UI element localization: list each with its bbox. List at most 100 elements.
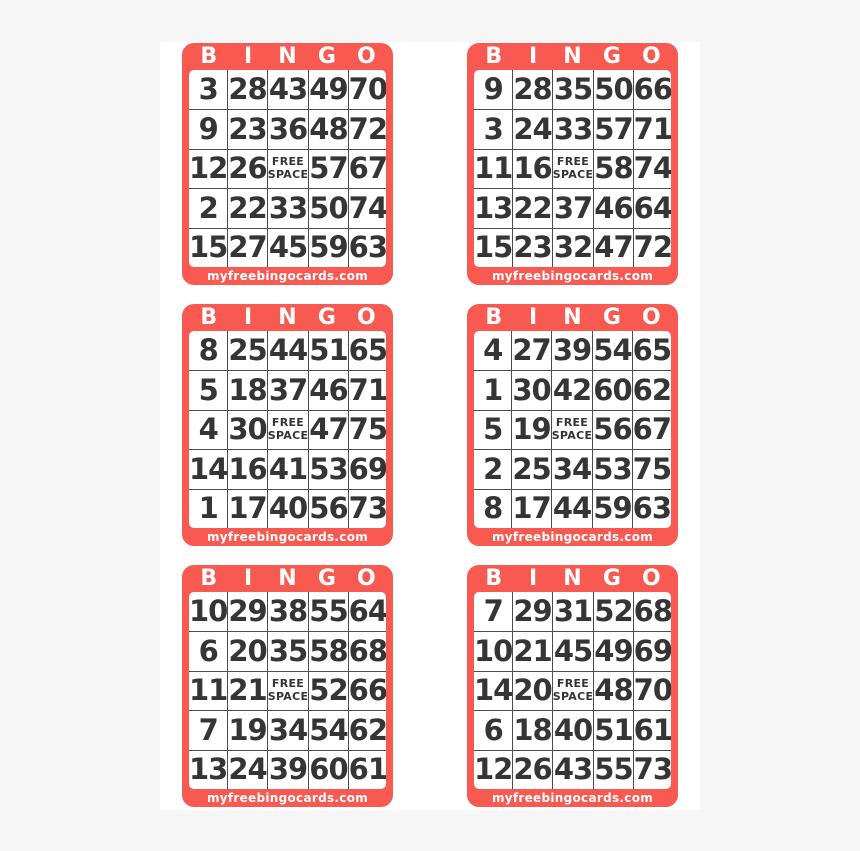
bingo-header-letter: G — [602, 566, 621, 591]
bingo-cell: 1 — [189, 488, 228, 528]
bingo-cell: 20 — [227, 631, 268, 671]
bingo-cell: 45 — [551, 631, 594, 671]
bingo-header-letter: O — [356, 44, 376, 69]
bingo-cell: 6 — [474, 710, 513, 749]
bingo-header-letter: G — [317, 566, 336, 591]
free-space-line1: FREE — [556, 155, 590, 169]
bingo-cell: 24 — [227, 749, 268, 789]
bingo-cell: 37 — [551, 188, 594, 228]
bingo-cell: 53 — [592, 449, 633, 489]
bingo-card: B I N G O 8 25 44 51 65 5 18 37 46 71 4 30 FREE SPACE 47 75 1… — [182, 304, 393, 546]
bingo-cell: 29 — [512, 592, 553, 632]
bingo-cell: 70 — [347, 70, 386, 110]
bingo-cell: 67 — [631, 409, 671, 450]
number-grid: 4 27 39 54 65 1 30 42 60 62 5 19 FREE SPACE 56 67 2 25 34 5… — [474, 331, 671, 528]
bingo-card: B I N G O 10 29 38 55 64 6 20 35 58 68 11 21 FREE SPACE 52 6… — [182, 565, 393, 807]
bingo-header-letter: N — [278, 305, 297, 330]
free-space-cell: FREE SPACE — [551, 148, 594, 189]
bingo-cell: 9 — [189, 109, 228, 148]
bingo-cell: 48 — [593, 670, 634, 711]
free-space-line2: SPACE — [267, 689, 309, 703]
bingo-cell: 8 — [474, 488, 512, 528]
bingo-cell: 60 — [592, 370, 633, 410]
bingo-cell: 27 — [227, 227, 268, 267]
bingo-header-letter: G — [602, 305, 621, 330]
bingo-cell: 24 — [512, 109, 553, 149]
free-space-cell: FREE SPACE — [266, 148, 309, 189]
bingo-header-letter: N — [563, 305, 582, 330]
bingo-cell: 65 — [631, 331, 671, 371]
bingo-cell: 68 — [632, 592, 671, 632]
bingo-cell: 1 — [474, 370, 512, 409]
number-grid: 10 29 38 55 64 6 20 35 58 68 11 21 FREE SPACE 52 66 7 19 3… — [189, 592, 386, 789]
bingo-cell: 62 — [347, 710, 386, 750]
bingo-cell: 75 — [347, 409, 386, 450]
free-space-line2: SPACE — [551, 428, 593, 442]
bingo-cell: 40 — [266, 488, 309, 528]
bingo-cell: 25 — [227, 331, 268, 371]
number-grid: 7 29 31 52 68 10 21 45 49 69 14 20 FREE SPACE 48 70 6 18 4… — [474, 592, 671, 789]
bingo-header-letter: I — [244, 305, 253, 330]
card-footer-url: myfreebingocards.com — [491, 530, 654, 544]
bingo-cell: 35 — [266, 631, 309, 671]
bingo-cell: 29 — [227, 592, 268, 632]
bingo-header-letter: B — [485, 305, 503, 330]
free-space-cell: FREE SPACE — [266, 670, 309, 711]
bingo-cell: 47 — [593, 227, 634, 267]
bingo-header-letter: O — [356, 566, 376, 591]
bingo-cell: 65 — [347, 331, 386, 371]
bingo-cell: 26 — [227, 148, 268, 189]
bingo-header-letter: N — [278, 566, 297, 591]
bingo-cell: 12 — [189, 148, 228, 188]
bingo-cell: 50 — [593, 70, 634, 110]
bingo-cell: 64 — [632, 188, 671, 228]
bingo-cell: 58 — [593, 148, 634, 189]
bingo-cell: 23 — [227, 109, 268, 149]
bingo-cell: 47 — [308, 409, 349, 450]
bingo-cell: 18 — [227, 370, 268, 410]
bingo-cell: 46 — [593, 188, 634, 228]
free-space-line2: SPACE — [552, 689, 594, 703]
bingo-cell: 56 — [308, 488, 349, 528]
bingo-cell: 37 — [266, 370, 309, 410]
bingo-cell: 43 — [266, 70, 309, 110]
bingo-header-letter: I — [244, 44, 253, 69]
bingo-cell: 9 — [483, 72, 504, 107]
bingo-cell: 55 — [593, 749, 634, 789]
bingo-cell: 18 — [512, 710, 553, 750]
bingo-cell: 39 — [266, 749, 309, 789]
bingo-cell: 60 — [308, 749, 349, 789]
bingo-cell: 11 — [474, 148, 513, 188]
card-footer-url: myfreebingocards.com — [491, 791, 654, 805]
bingo-cell: 69 — [347, 449, 386, 489]
bingo-cell: 22 — [512, 188, 553, 228]
bingo-cell: 15 — [189, 227, 228, 267]
free-space-cell: FREE SPACE — [550, 409, 593, 450]
bingo-cell: 22 — [227, 188, 268, 228]
free-space-line2: SPACE — [552, 167, 594, 181]
bingo-cell: 62 — [631, 370, 671, 410]
bingo-cell: 10 — [474, 631, 513, 670]
bingo-cell: 50 — [308, 188, 349, 228]
bingo-card: B I N G O 4 27 39 54 65 1 30 42 60 62 5 19 FREE SPACE 56 67 2… — [467, 304, 678, 546]
bingo-cell: 57 — [593, 109, 634, 149]
bingo-cell: 13 — [189, 749, 228, 789]
bingo-cell: 4 — [483, 333, 503, 368]
bingo-card: B I N G O 9 28 35 50 66 3 24 33 57 71 11 16 FREE SPACE 58 74… — [467, 43, 678, 285]
bingo-cell: 40 — [551, 710, 594, 750]
bingo-cell: 12 — [474, 749, 513, 789]
bingo-cell: 8 — [198, 333, 219, 368]
bingo-cell: 64 — [347, 592, 386, 632]
bingo-cell: 30 — [227, 409, 268, 450]
bingo-header-letter: I — [244, 566, 253, 591]
bingo-cell: 2 — [474, 449, 512, 488]
bingo-cell: 52 — [593, 592, 634, 632]
bingo-cell: 31 — [551, 592, 594, 632]
free-space-line1: FREE — [271, 416, 305, 430]
free-space-cell: FREE SPACE — [266, 409, 309, 450]
bingo-cell: 28 — [227, 70, 268, 110]
bingo-cell: 26 — [512, 749, 553, 789]
bingo-cell: 63 — [347, 227, 386, 267]
